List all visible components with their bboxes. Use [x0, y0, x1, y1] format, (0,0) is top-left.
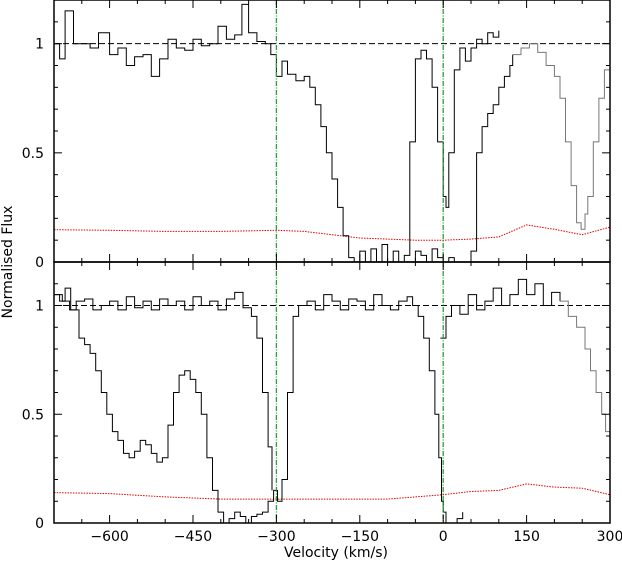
- x-tick-label: 150: [513, 529, 540, 545]
- panel-plot-area: [54, 0, 610, 262]
- x-axis: −600 −450 −300 −150 0 150 300: [90, 529, 622, 545]
- y-axis-label: Normalised Flux: [0, 206, 16, 319]
- x-tick-label: −600: [90, 529, 128, 545]
- x-tick-label: −450: [174, 529, 212, 545]
- flux-spectrum-grey-line: [512, 43, 610, 230]
- bottom-panel: 00.51: [22, 261, 611, 532]
- flux-spectrum-line: [54, 291, 273, 491]
- flux-spectrum-grey-line: [560, 300, 610, 433]
- top-panel: 00.51: [22, 0, 611, 271]
- x-tick-label: −300: [257, 529, 295, 545]
- x-tick-label: 300: [597, 529, 622, 545]
- flux-spectrum-line: [409, 54, 514, 262]
- y-tick-label: 1: [35, 299, 44, 315]
- flux-spectrum-line: [440, 278, 561, 339]
- error-spectrum-line: [54, 483, 610, 500]
- flux-spectrum-line: [54, 287, 464, 523]
- y-tick-label: 0: [35, 516, 44, 532]
- y-tick-label: 1: [35, 37, 44, 53]
- y-tick-label: 0: [35, 255, 44, 271]
- x-tick-label: −150: [341, 529, 379, 545]
- y-tick-label: 0.5: [22, 407, 44, 423]
- x-tick-label: 0: [439, 529, 448, 545]
- x-axis-label: Velocity (km/s): [284, 545, 388, 561]
- panel-frame: [53, 0, 611, 263]
- y-tick-label: 0.5: [22, 146, 44, 162]
- panel-plot-area: [54, 262, 610, 523]
- error-spectrum-line: [54, 224, 610, 241]
